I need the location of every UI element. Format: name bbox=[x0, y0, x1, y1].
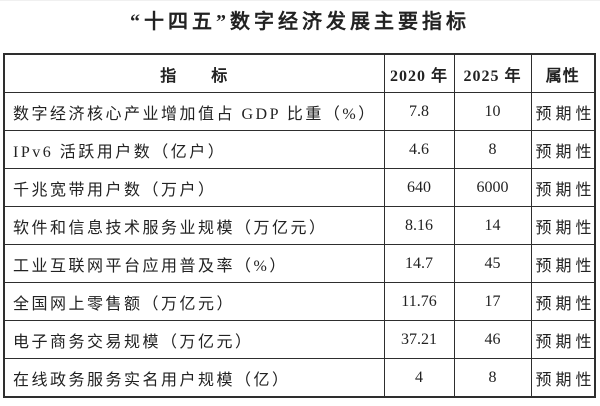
header-2025: 2025 年 bbox=[453, 53, 532, 93]
attribute-cell: 预期性 bbox=[530, 244, 596, 283]
header-indicator: 指 标 bbox=[3, 53, 385, 93]
table-row: 数字经济核心产业增加值占 GDP 比重（%） 7.8 10 预期性 bbox=[3, 92, 596, 131]
indicator-cell: 千兆宽带用户数（万户） bbox=[3, 168, 385, 207]
value-2025-cell: 8 bbox=[453, 130, 532, 169]
value-2025-cell: 46 bbox=[453, 320, 532, 359]
header-row: 指 标 2020 年 2025 年 属性 bbox=[3, 53, 596, 93]
value-2025-cell: 14 bbox=[453, 206, 532, 245]
attribute-cell: 预期性 bbox=[530, 92, 596, 131]
attribute-cell: 预期性 bbox=[530, 168, 596, 207]
value-2025-cell: 8 bbox=[453, 358, 532, 398]
header-2020: 2020 年 bbox=[383, 53, 455, 93]
value-2020-cell: 4 bbox=[383, 358, 455, 398]
table-row: 工业互联网平台应用普及率（%） 14.7 45 预期性 bbox=[3, 244, 596, 283]
attribute-cell: 预期性 bbox=[530, 206, 596, 245]
value-2025-cell: 10 bbox=[453, 92, 532, 131]
value-2020-cell: 640 bbox=[383, 168, 455, 207]
table-row: 电子商务交易规模（万亿元） 37.21 46 预期性 bbox=[3, 320, 596, 359]
value-2020-cell: 37.21 bbox=[383, 320, 455, 359]
indicator-cell: 数字经济核心产业增加值占 GDP 比重（%） bbox=[3, 92, 385, 131]
table-row: 软件和信息技术服务业规模（万亿元） 8.16 14 预期性 bbox=[3, 206, 596, 245]
indicator-cell: IPv6 活跃用户数（亿户） bbox=[3, 130, 385, 169]
value-2025-cell: 45 bbox=[453, 244, 532, 283]
indicator-cell: 全国网上零售额（万亿元） bbox=[3, 282, 385, 321]
value-2025-cell: 17 bbox=[453, 282, 532, 321]
value-2020-cell: 14.7 bbox=[383, 244, 455, 283]
table-row: 在线政务服务实名用户规模（亿） 4 8 预期性 bbox=[3, 358, 596, 398]
value-2020-cell: 8.16 bbox=[383, 206, 455, 245]
table-row: 千兆宽带用户数（万户） 640 6000 预期性 bbox=[3, 168, 596, 207]
page-title: “十四五”数字经济发展主要指标 bbox=[130, 11, 470, 33]
indicator-cell: 电子商务交易规模（万亿元） bbox=[3, 320, 385, 359]
table-row: IPv6 活跃用户数（亿户） 4.6 8 预期性 bbox=[3, 130, 596, 169]
attribute-cell: 预期性 bbox=[530, 358, 596, 398]
value-2020-cell: 7.8 bbox=[383, 92, 455, 131]
value-2020-cell: 11.76 bbox=[383, 282, 455, 321]
attribute-cell: 预期性 bbox=[530, 320, 596, 359]
table-row: 全国网上零售额（万亿元） 11.76 17 预期性 bbox=[3, 282, 596, 321]
header-attribute: 属性 bbox=[530, 53, 596, 93]
value-2020-cell: 4.6 bbox=[383, 130, 455, 169]
attribute-cell: 预期性 bbox=[530, 282, 596, 321]
indicators-table: 指 标 2020 年 2025 年 属性 数字经济核心产业增加值占 GDP 比重… bbox=[3, 53, 596, 398]
value-2025-cell: 6000 bbox=[453, 168, 532, 207]
attribute-cell: 预期性 bbox=[530, 130, 596, 169]
indicator-cell: 软件和信息技术服务业规模（万亿元） bbox=[3, 206, 385, 245]
indicator-cell: 在线政务服务实名用户规模（亿） bbox=[3, 358, 385, 398]
indicator-cell: 工业互联网平台应用普及率（%） bbox=[3, 244, 385, 283]
